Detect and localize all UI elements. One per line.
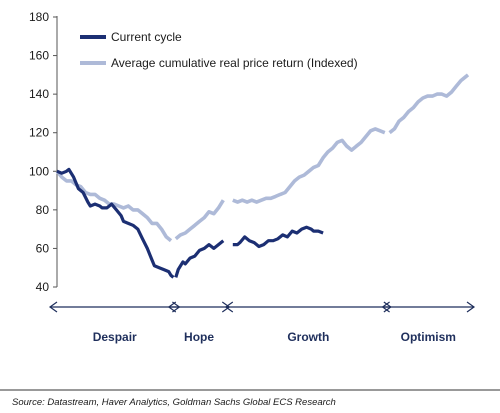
legend-label-current-cycle: Current cycle [111,30,182,44]
series-line-average-cumulative-real-price-return-indexed [232,127,386,204]
series-line-average-cumulative-real-price-return-indexed [174,199,225,241]
y-tick-label: 40 [36,280,50,294]
phase-arrows: Despair Hope Growth Optimism [48,301,476,344]
phase-arrowhead-right [466,301,476,313]
series-line-current-cycle [174,239,225,278]
series-line-average-cumulative-real-price-return-indexed [388,73,470,135]
phase-arrowhead-left [224,301,234,313]
y-tick-label: 160 [29,49,49,63]
phase-label-hope: Hope [184,330,214,344]
phase-arrowhead-left [167,301,177,313]
source-note: Source: Datastream, Haver Analytics, Gol… [12,397,336,408]
series-layer [55,73,470,279]
phase-arrowhead-left [48,301,58,313]
y-axis: 40 60 80 100 120 140 160 180 [29,10,58,294]
phase-label-despair: Despair [93,330,137,344]
phase-arrowhead-left [381,301,390,313]
y-tick-label: 180 [29,10,49,24]
series-line-current-cycle [56,167,175,279]
legend-label-average-return: Average cumulative real price return (In… [111,56,358,70]
y-tick-label: 60 [36,241,50,255]
phase-label-growth: Growth [287,330,329,344]
series-line-current-cycle [232,225,324,249]
y-tick-label: 120 [29,126,49,140]
y-tick-label: 80 [36,203,50,217]
phase-label-optimism: Optimism [401,330,456,344]
legend: Current cycle Average cumulative real pr… [80,30,358,70]
y-tick-label: 100 [29,164,49,178]
y-tick-label: 140 [29,87,49,101]
